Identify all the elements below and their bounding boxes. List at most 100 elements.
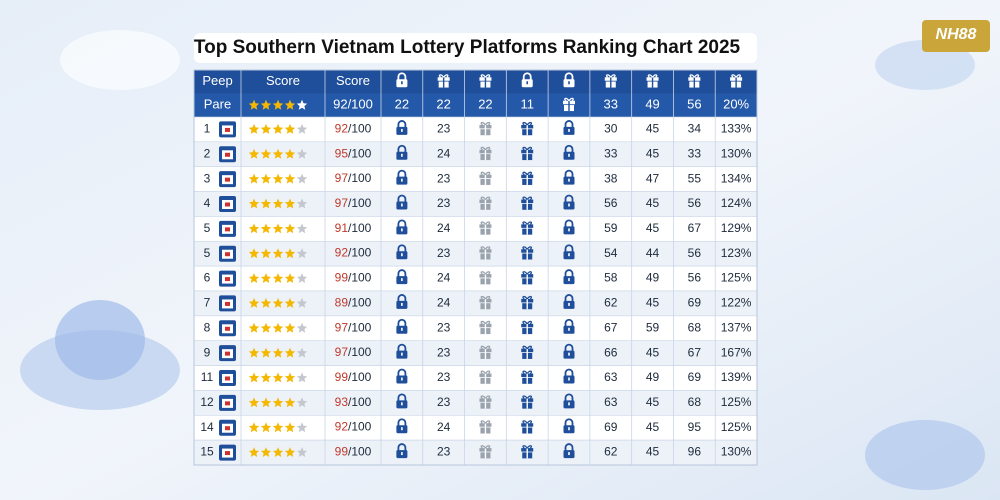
gift-icon: [479, 196, 492, 210]
gift-bow: [605, 74, 616, 78]
lock-icon: [563, 269, 575, 285]
star: [296, 223, 308, 234]
star: [272, 372, 284, 383]
star: [284, 148, 296, 159]
gift-ribbon: [484, 77, 487, 88]
gift-icon: [521, 345, 534, 359]
stat: 49: [646, 370, 660, 384]
star: [296, 148, 308, 159]
score-value: 95: [335, 146, 349, 160]
score-value: 92: [335, 246, 349, 260]
lock-hole: [568, 427, 570, 431]
gift-bow: [522, 196, 533, 201]
star: [260, 198, 272, 209]
lock-hole: [401, 452, 403, 456]
lock-icon: [396, 194, 408, 210]
stat: 45: [646, 146, 660, 160]
lock-shackle: [397, 418, 407, 426]
stat: 69: [604, 420, 618, 434]
rate: 134%: [721, 171, 752, 185]
star: [260, 322, 272, 333]
star: [260, 248, 272, 259]
score-max: /100: [348, 171, 372, 185]
header-value: 11: [520, 97, 534, 112]
gift-ribbon: [526, 224, 528, 235]
gift-bow: [522, 395, 533, 399]
gift-icon: [521, 171, 534, 185]
rate: 125%: [721, 271, 752, 285]
star: [296, 248, 308, 259]
stat: 56: [688, 196, 702, 210]
gift-bow: [480, 171, 491, 176]
lock-icon: [563, 219, 575, 235]
lock-icon: [396, 72, 408, 88]
star: [272, 173, 284, 184]
gift-bow: [480, 445, 491, 449]
gift-bow: [480, 395, 491, 399]
score-max: /100: [348, 370, 372, 384]
stat: 58: [604, 271, 618, 285]
score-max: /100: [348, 345, 372, 359]
gift-ribbon: [526, 274, 528, 285]
star: [296, 198, 308, 209]
gift-icon: [646, 74, 659, 88]
stat: 62: [604, 296, 618, 310]
brand-badge: [922, 20, 990, 52]
stat: 33: [604, 146, 618, 160]
gift-icon: [479, 295, 492, 310]
gift-icon: [479, 271, 492, 285]
count: 24: [437, 146, 451, 160]
star: [296, 447, 308, 457]
lock-icon: [563, 169, 575, 185]
rank: 6: [204, 271, 211, 285]
lock-shackle: [397, 169, 407, 178]
score: 91/100: [335, 221, 372, 235]
star: [272, 347, 284, 358]
stat: 69: [688, 370, 702, 384]
gift-bow: [480, 246, 491, 250]
gift-icon: [521, 395, 534, 409]
star: [248, 422, 260, 433]
count: 23: [437, 395, 451, 409]
stat: 56: [688, 271, 702, 285]
gift-bow: [480, 271, 491, 275]
gift-bow: [522, 221, 533, 225]
gift-bow: [480, 370, 491, 375]
star: [272, 322, 284, 333]
lock-hole: [401, 327, 403, 331]
gift-bow: [689, 74, 700, 78]
lock-icon: [396, 368, 408, 384]
gift-ribbon: [484, 398, 487, 409]
rate: 137%: [721, 320, 752, 334]
gift-bow: [522, 345, 533, 350]
gift-icon: [521, 420, 534, 434]
star: [248, 347, 260, 358]
lock-icon: [396, 144, 408, 160]
lock-shackle: [564, 194, 574, 202]
gift-ribbon: [526, 199, 528, 210]
star: [272, 297, 284, 308]
gift-icon: [479, 345, 492, 359]
header-value: 20%: [723, 97, 749, 112]
stat: 95: [688, 420, 702, 434]
stat: 45: [646, 395, 660, 409]
lock-shackle: [564, 244, 574, 252]
lock-hole: [568, 377, 570, 381]
star: [284, 173, 296, 184]
lock-icon: [563, 318, 575, 334]
gift-icon: [479, 171, 492, 185]
gift-bow: [480, 146, 491, 151]
stat: 38: [604, 171, 618, 185]
lock-icon: [563, 244, 575, 260]
score-max: /100: [348, 296, 372, 310]
star: [248, 99, 260, 110]
gift-icon: [521, 320, 534, 335]
gift-bow: [522, 271, 533, 275]
stat: 68: [688, 395, 702, 409]
gift-icon: [563, 97, 575, 112]
star: [260, 273, 272, 283]
lock-shackle: [397, 120, 407, 128]
score-value: 99: [335, 445, 349, 459]
